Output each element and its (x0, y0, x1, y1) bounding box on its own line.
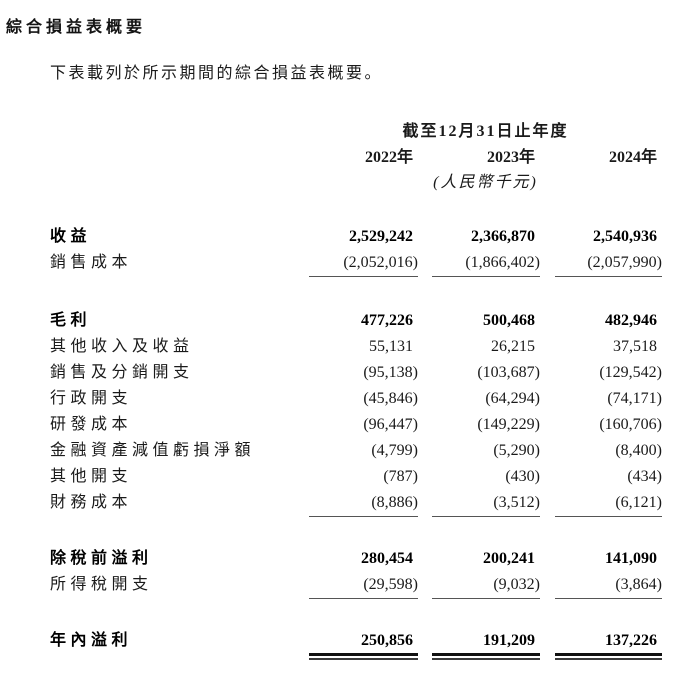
table-row-profit-for-year: 年內溢利 250,856 191,209 137,226 (0, 629, 694, 653)
cell-2022: 250,856 (361, 632, 413, 649)
total-double-rule-row (0, 653, 694, 663)
cell-2022: (8,886) (309, 490, 418, 517)
row-label: 其他開支 (50, 468, 133, 485)
table-row-income-tax-expense: 所得稅開支 (29,598) (9,032) (3,864) (0, 572, 694, 599)
cell-2023: 2,366,870 (471, 228, 535, 245)
table-row-gross-profit: 毛利 477,226 500,468 482,946 (0, 308, 694, 334)
cell-2024: (3,864) (555, 572, 662, 599)
table-row-selling-expenses: 銷售及分銷開支 (95,138) (103,687) (129,542) (0, 360, 694, 386)
table-row-rd-costs: 研發成本 (96,447) (149,229) (160,706) (0, 412, 694, 438)
cell-2022: (4,799) (371, 442, 418, 459)
table-row-other-income: 其他收入及收益 55,131 26,215 37,518 (0, 334, 694, 360)
table-row-revenue: 收益 2,529,242 2,366,870 2,540,936 (0, 224, 694, 250)
row-label: 金融資產減值虧損淨額 (50, 442, 256, 459)
cell-2024: 37,518 (613, 338, 657, 355)
row-label: 收益 (50, 228, 92, 245)
document-page: 綜合損益表概要 下表載列於所示期間的綜合損益表概要。 截至12月31日止年度 2… (0, 19, 694, 689)
cell-2023: (9,032) (432, 572, 540, 599)
period-header: 截至12月31日止年度 (402, 123, 569, 140)
row-label: 研發成本 (50, 416, 133, 433)
double-rule-2023 (432, 653, 540, 660)
row-label: 毛利 (50, 312, 92, 329)
cell-2024: 141,090 (605, 550, 657, 567)
income-statement-table: 截至12月31日止年度 2022年 2023年 2024年 (人民幣千元) 收益… (0, 123, 694, 663)
intro-text: 下表載列於所示期間的綜合損益表概要。 (50, 65, 384, 82)
cell-2023: 200,241 (483, 550, 535, 567)
table-row-admin-expenses: 行政開支 (45,846) (64,294) (74,171) (0, 386, 694, 412)
year-2022-header: 2022年 (364, 149, 413, 166)
row-label: 銷售及分銷開支 (50, 364, 194, 381)
cell-2024: (160,706) (599, 416, 662, 433)
cell-2022: 477,226 (361, 312, 413, 329)
row-label: 除稅前溢利 (50, 550, 153, 567)
cell-2024: (434) (627, 468, 662, 485)
table-row-finance-costs: 財務成本 (8,886) (3,512) (6,121) (0, 490, 694, 517)
cell-2024: (74,171) (607, 390, 662, 407)
row-label: 銷售成本 (50, 254, 133, 271)
double-rule-2024 (555, 653, 662, 660)
cell-2024: 2,540,936 (593, 228, 657, 245)
cell-2022: 2,529,242 (349, 228, 413, 245)
cell-2022: 280,454 (361, 550, 413, 567)
cell-2024: 137,226 (605, 632, 657, 649)
table-row-cost-of-sales: 銷售成本 (2,052,016) (1,866,402) (2,057,990) (0, 250, 694, 277)
table-row-profit-before-tax: 除稅前溢利 280,454 200,241 141,090 (0, 546, 694, 572)
cell-2024: (8,400) (615, 442, 662, 459)
years-header-row: 2022年 2023年 2024年 (0, 149, 694, 166)
cell-2022: (787) (383, 468, 418, 485)
currency-unit-note: (人民幣千元) (433, 174, 538, 191)
cell-2023: (3,512) (432, 490, 540, 517)
cell-2023: 500,468 (483, 312, 535, 329)
table-row-impairment-losses: 金融資產減值虧損淨額 (4,799) (5,290) (8,400) (0, 438, 694, 464)
row-label: 年內溢利 (50, 632, 133, 649)
row-label: 所得稅開支 (50, 576, 153, 593)
page-title: 綜合損益表概要 (6, 19, 147, 36)
cell-2023: (64,294) (485, 390, 540, 407)
cell-2023: 26,215 (491, 338, 535, 355)
cell-2023: (149,229) (477, 416, 540, 433)
cell-2022: (45,846) (363, 390, 418, 407)
cell-2024: (129,542) (599, 364, 662, 381)
table-row-other-expenses: 其他開支 (787) (430) (434) (0, 464, 694, 490)
cell-2022: (95,138) (363, 364, 418, 381)
double-rule-2022 (309, 653, 418, 660)
cell-2022: 55,131 (369, 338, 413, 355)
cell-2024: (6,121) (555, 490, 662, 517)
cell-2022: (29,598) (309, 572, 418, 599)
year-2023-header: 2023年 (486, 149, 535, 166)
cell-2023: (430) (505, 468, 540, 485)
cell-2023: (5,290) (493, 442, 540, 459)
row-label: 財務成本 (50, 494, 133, 511)
cell-2022: (2,052,016) (309, 250, 418, 277)
year-2024-header: 2024年 (608, 149, 657, 166)
cell-2024: 482,946 (605, 312, 657, 329)
row-label: 行政開支 (50, 390, 133, 407)
cell-2024: (2,057,990) (555, 250, 662, 277)
row-label: 其他收入及收益 (50, 338, 194, 355)
cell-2023: (103,687) (477, 364, 540, 381)
cell-2023: (1,866,402) (432, 250, 540, 277)
cell-2023: 191,209 (483, 632, 535, 649)
cell-2022: (96,447) (363, 416, 418, 433)
